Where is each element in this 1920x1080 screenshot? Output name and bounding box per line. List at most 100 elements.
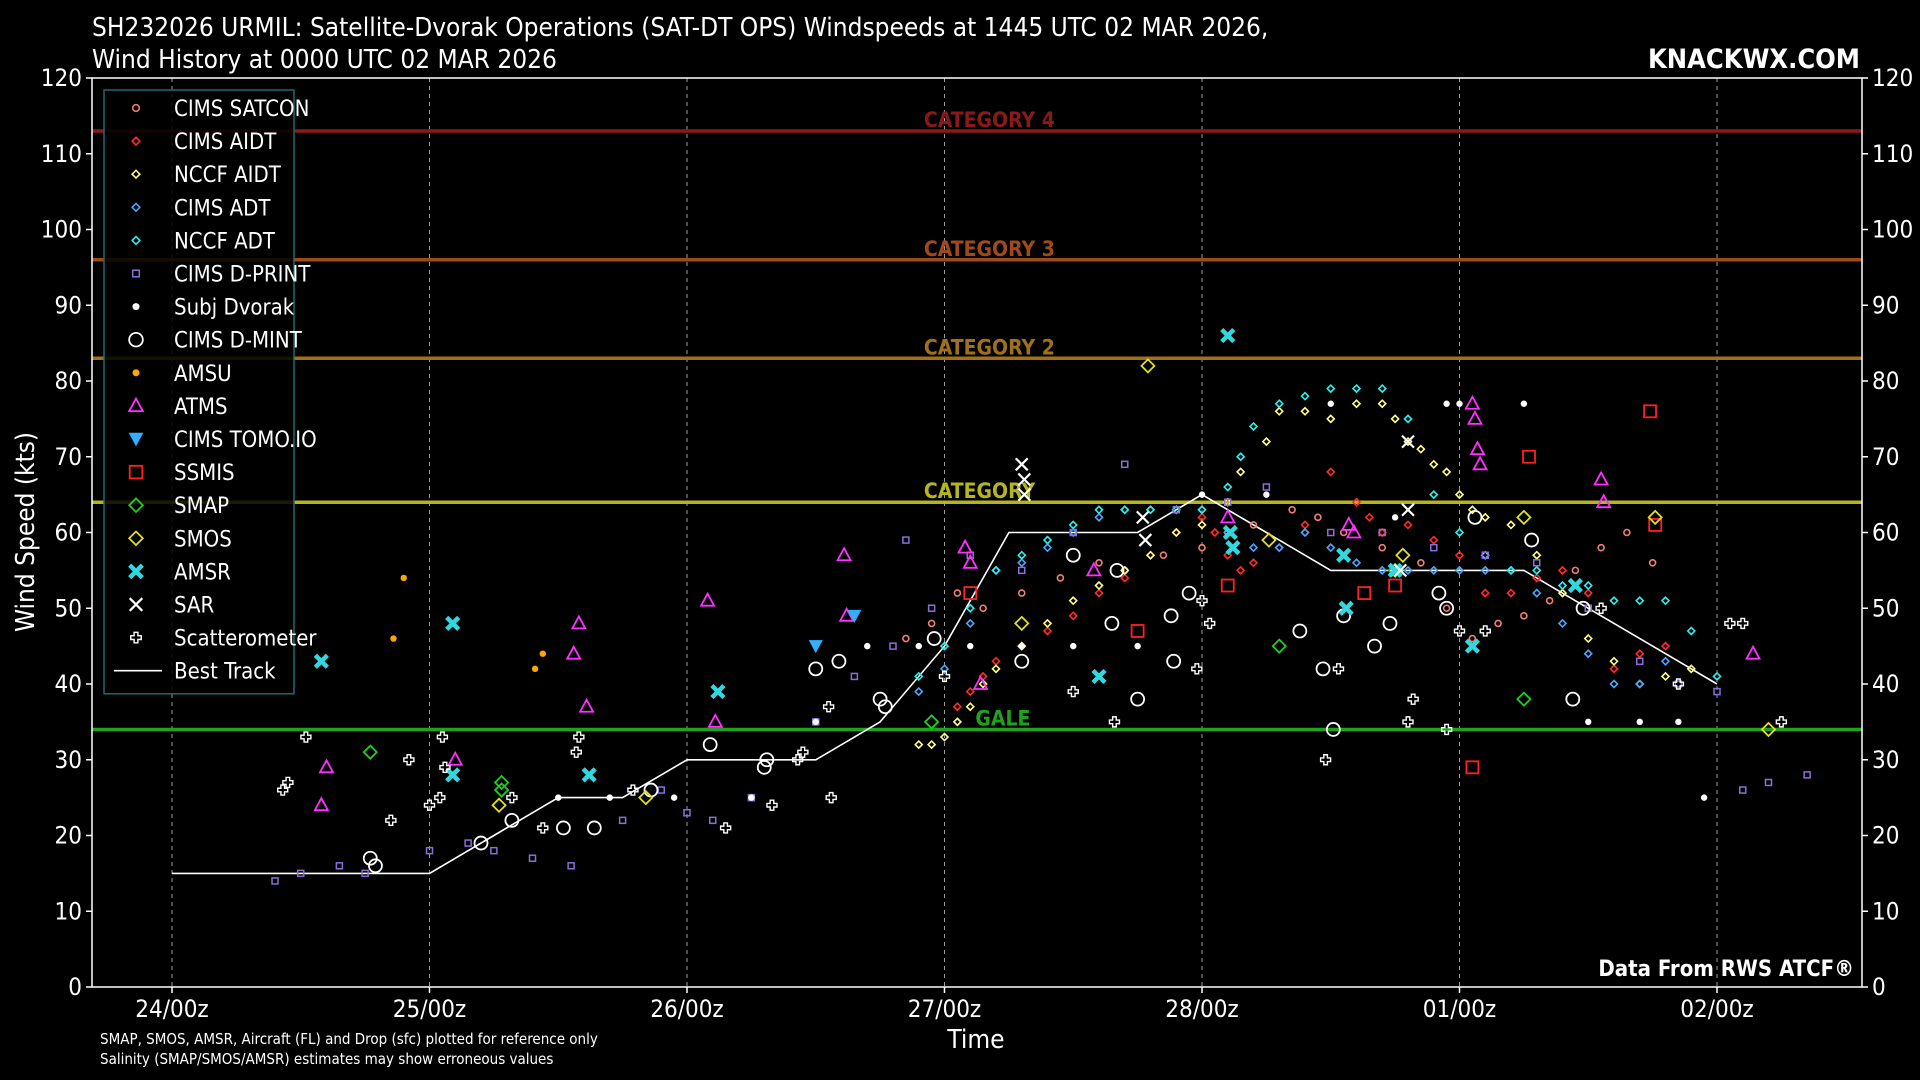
point-cims-adt [1300, 527, 1310, 538]
legend: CIMS SATCON CIMS AIDT NCCF AIDT CIMS ADT NCC… [103, 89, 317, 695]
y-tick-label-right: 70 [1872, 443, 1899, 471]
point-amsr [1220, 327, 1236, 344]
point-cims-d-print [1674, 680, 1683, 688]
x-tick-label: 01/00z [1423, 995, 1497, 1023]
point-cims-aidt [1351, 497, 1362, 507]
series-ssmis [963, 404, 1663, 775]
point-scatterometer [1191, 663, 1203, 675]
point-smap [1516, 691, 1532, 707]
point-nccf-aidt [1261, 436, 1272, 447]
point-cims-aidt [1364, 512, 1375, 522]
point-nccf-adt [1609, 596, 1619, 606]
y-axis-label: Wind Speed (kts) [11, 432, 41, 632]
point-cims-d-mint [473, 835, 489, 851]
point-smos [1647, 509, 1663, 526]
point-cims-satcon [1017, 589, 1026, 597]
point-cims-d-print [1803, 771, 1811, 779]
point-subj-dvorak [915, 642, 922, 650]
point-cims-adt [1403, 565, 1413, 576]
x-tick-label: 27/00z [908, 995, 982, 1023]
point-cims-d-mint [1315, 661, 1331, 677]
point-cims-d-mint [1575, 600, 1591, 616]
point-nccf-aidt [1377, 399, 1387, 409]
point-smos [1395, 547, 1411, 563]
brand-label: KNACKWX.COM [1648, 44, 1860, 75]
point-ssmis [1130, 624, 1145, 638]
point-cims-adt [965, 618, 975, 629]
point-atms [1345, 523, 1362, 539]
point-cims-satcon [1597, 543, 1605, 552]
point-cims-d-mint [1524, 532, 1539, 548]
point-scatterometer [423, 799, 436, 811]
point-cims-d-mint [1431, 585, 1447, 601]
point-cims-satcon [1571, 566, 1580, 575]
point-nccf-aidt [1686, 664, 1696, 674]
point-nccf-aidt [1300, 406, 1310, 416]
point-sar [1393, 563, 1408, 578]
point-scatterometer [434, 791, 446, 804]
point-scatterometer [570, 746, 582, 758]
point-scatterometer [1595, 602, 1607, 614]
point-cims-satcon [1494, 619, 1502, 628]
point-atms [1085, 561, 1102, 577]
legend-label: CIMS D-MINT [174, 329, 303, 354]
legend-marker-cims-satcon [131, 103, 141, 113]
point-atms [1745, 644, 1762, 660]
y-tick-label-left: 60 [55, 519, 82, 547]
point-cims-d-print [567, 862, 575, 870]
point-cims-d-print [1327, 528, 1335, 537]
point-atms [962, 553, 979, 569]
legend-marker-cims-d-mint [128, 331, 144, 348]
point-cims-aidt [1068, 611, 1078, 621]
footnote-line2: Salinity (SMAP/SMOS/AMSR) estimates may … [100, 1050, 553, 1068]
point-sar [1401, 434, 1415, 449]
point-nccf-adt [1248, 421, 1259, 432]
series-subj-dvorak [555, 400, 1708, 801]
point-nccf-aidt [1454, 489, 1465, 500]
point-atms [1472, 455, 1489, 471]
point-cims-aidt [965, 686, 975, 697]
y-tick-label-left: 20 [55, 822, 82, 850]
point-cims-aidt [1429, 535, 1439, 545]
point-cims-d-print [1069, 528, 1077, 537]
chart-title-line2: Wind History at 0000 UTC 02 MAR 2026 [92, 45, 557, 75]
point-subj-dvorak [1327, 400, 1334, 407]
point-cims-d-print [1172, 506, 1180, 514]
legend-label: Subj Dvorak [174, 296, 295, 321]
point-nccf-adt [1557, 580, 1568, 591]
point-cims-satcon [1442, 604, 1451, 613]
point-nccf-aidt [991, 664, 1001, 674]
series-cims-tomo-io [808, 609, 862, 654]
point-cims-adt [1660, 656, 1671, 666]
point-atms [1219, 508, 1236, 524]
point-cims-d-mint [1014, 653, 1030, 669]
point-cims-aidt [1210, 527, 1220, 538]
point-subj-dvorak [1263, 491, 1270, 498]
point-cims-d-mint [808, 661, 824, 677]
point-cims-aidt [1235, 565, 1246, 576]
point-cims-d-mint [877, 699, 893, 715]
point-nccf-aidt [1609, 656, 1619, 666]
point-cims-d-mint [368, 858, 383, 874]
point-atms [699, 591, 716, 607]
point-nccf-aidt [952, 717, 963, 727]
point-cims-d-print [1018, 566, 1026, 575]
category-lines: GALE CATEGORY CATEGORY 2 CATEGORY 3 CATEGORY… [92, 108, 1862, 732]
point-scatterometer [282, 776, 294, 789]
y-tick-label-left: 30 [55, 746, 82, 774]
y-tick-label-right: 40 [1872, 670, 1899, 698]
point-amsr [445, 615, 461, 631]
point-atms [1469, 440, 1486, 456]
y-tick-label-left: 10 [55, 897, 82, 925]
y-tick-label-left: 100 [41, 216, 82, 244]
point-cims-aidt [1609, 664, 1619, 674]
point-nccf-aidt [1068, 596, 1078, 606]
point-cims-adt [1429, 565, 1439, 576]
point-cims-d-print [889, 642, 897, 650]
point-atms [1593, 470, 1610, 486]
point-cims-d-mint [926, 631, 942, 646]
legend-marker-cims-d-print [131, 269, 141, 278]
point-cims-aidt [1248, 558, 1259, 568]
point-cims-d-print [271, 877, 279, 885]
